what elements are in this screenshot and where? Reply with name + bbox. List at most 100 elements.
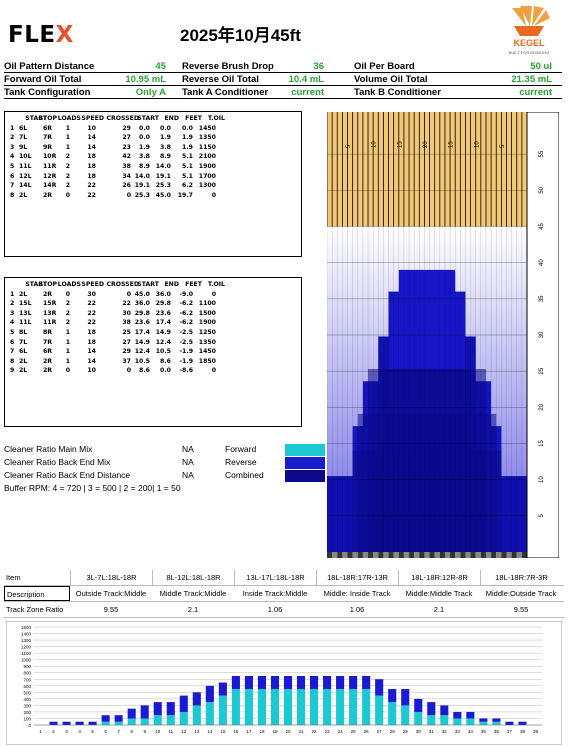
row-value: 0 [65,290,70,298]
chart-bar [440,715,449,725]
row-index: 3 [10,143,15,151]
row-value: 8.9 [160,153,171,161]
row-value: 23 [122,143,131,151]
row-value: 1350 [198,134,216,142]
row-value: 27 [122,338,131,346]
x-tick-label: 37 [507,729,513,734]
chart-bar [257,689,266,725]
row-value: 0 [126,367,131,375]
chart-bar [166,702,175,716]
row-index: 4 [10,319,15,327]
y-tick-label: 200 [23,710,31,715]
row-value: 3.8 [139,153,150,161]
row-value: 14 [87,348,96,356]
row-value: 10.5 [134,357,150,365]
feet-label: 45 [539,223,545,230]
table-header: LOADS [57,115,81,122]
row-value: 1850 [198,357,216,365]
row-value: 45.0 [155,191,171,199]
info-label: Tank Configuration [4,87,91,98]
info-value: 36 [313,61,324,72]
row-value: 1.9 [182,134,193,142]
x-tick-label: 23 [325,729,331,734]
chart-bar [231,676,240,690]
table-row: 2 7L 7R 1 14 27 0.0 1.9 1.9 1350 [5,134,301,144]
x-tick-label: 6 [104,729,107,734]
row-value: 29.8 [134,309,150,317]
row-value: 1450 [198,124,216,132]
row-value: -9.0 [179,290,193,298]
x-tick-label: 20 [285,729,291,734]
x-tick-label: 2 [52,729,55,734]
row-value: 36.0 [155,290,171,298]
info-value: 50 ul [530,61,552,72]
row-value: 10 [87,124,96,132]
row-start-board: 6L [19,348,28,356]
row-index: 1 [10,124,15,132]
table-header: STOP [38,281,57,288]
row-value: -1.9 [179,348,193,356]
row-value: -6.2 [179,319,193,327]
x-tick-label: 33 [455,729,461,734]
feet-label: 30 [539,331,545,338]
info-row: Oil Pattern Distance 45 Reverse Brush Drop… [4,60,562,73]
row-value: 18 [87,338,96,346]
table-header: SPEED [81,281,104,288]
table-header: SPEED [81,115,104,122]
info-value: 45 [155,61,166,72]
row-value: 29 [122,124,131,132]
table-row: 3 13L 13R 2 22 30 29.8 23.6 -6.2 1500 [5,310,301,320]
row-value: 14.0 [134,172,150,180]
row-value: 0 [126,290,131,298]
row-value: 38 [122,319,131,327]
row-value: 5.1 [182,162,193,170]
row-value: 25.3 [155,182,171,190]
row-stop-board: 6R [43,348,53,356]
cleaner-label: Cleaner Ratio Back End Mix [4,457,111,467]
info-label: Reverse Brush Drop [182,61,274,72]
y-tick-label: 1100 [21,651,31,656]
info-value: current [291,87,324,98]
info-label: Oil Pattern Distance [4,61,95,72]
row-value: 38 [122,162,131,170]
row-value: 25 [122,328,131,336]
row-value: 29 [122,348,131,356]
row-start-board: 11L [19,162,32,170]
legend-label: Reverse [225,457,257,467]
row-value: 2 [65,319,70,327]
chart-bar [114,715,123,722]
board-label: 10 [474,141,480,148]
row-value: 1 [65,328,70,336]
x-tick-label: 25 [351,729,357,734]
row-value: 1900 [198,319,216,327]
chart-bar [192,705,201,725]
cleaner-label: Cleaner Ratio Back End Distance [4,470,131,480]
row-value: 27 [122,134,131,142]
chart-bar [518,721,527,725]
chart-bar [492,721,501,725]
row-value: 2 [65,162,70,170]
ratio-cell: 3L-7L:18L-18R [70,570,152,585]
row-value: 26 [122,182,131,190]
chart-bar [466,718,475,725]
row-value: 19.1 [134,182,150,190]
info-label: Forward Oil Total [4,74,82,85]
feet-label: 15 [539,440,545,447]
row-value: 18 [87,172,96,180]
chart-bar [205,702,214,725]
row-value: 1 [65,134,70,142]
row-value: 0 [126,191,131,199]
row-value: 2 [65,153,70,161]
reverse-table: START STOP LOADS SPEED CROSSED START END FEET T.… [4,277,302,427]
x-tick-label: 18 [259,729,265,734]
row-index: 8 [10,191,15,199]
row-stop-board: 2R [43,357,53,365]
row-value: 0.0 [160,367,171,375]
forward-table: START STOP LOADS SPEED CROSSED START END FEET T.… [4,111,302,257]
row-value: 0.0 [160,124,171,132]
chart-bar [218,682,227,696]
table-header: START [25,281,47,288]
table-row: 8 2L 2R 1 14 37 10.5 8.6 -1.9 1850 [5,358,301,368]
cleaner-value: NA [182,470,194,480]
